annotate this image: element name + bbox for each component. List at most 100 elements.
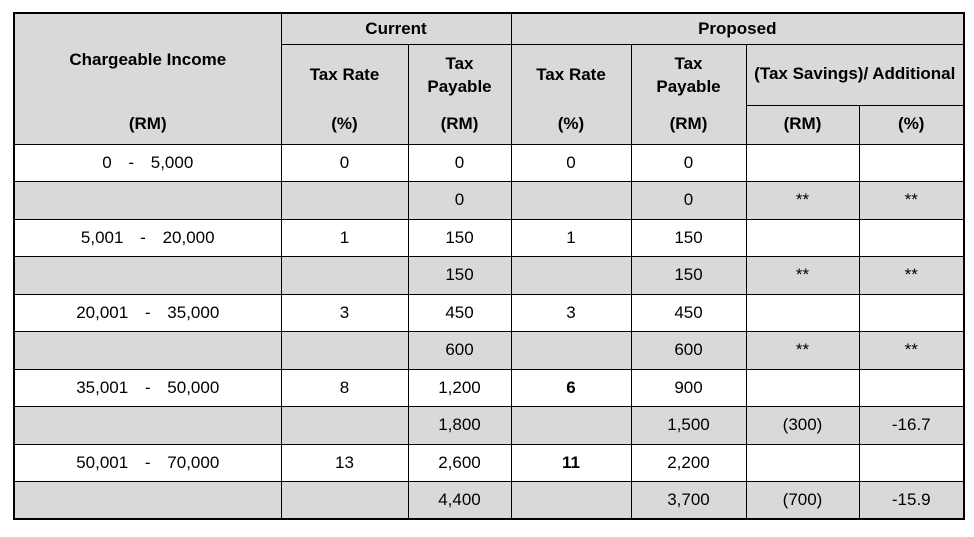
- header-proposed-group: Proposed: [510, 12, 965, 45]
- proposed-tax-payable-cell: 0: [630, 181, 747, 220]
- current-tax-rate-cell: [280, 481, 409, 520]
- current-tax-rate-unit: (%): [331, 113, 358, 133]
- tax-savings-label: (Tax Savings)/ Additional: [754, 64, 956, 84]
- proposed-tax-payable-cell: 150: [630, 218, 747, 257]
- current-tax-payable-cell: 1,200: [407, 368, 512, 407]
- current-tax-rate-cell: [280, 406, 409, 445]
- current-tax-rate-cell: 8: [280, 368, 409, 407]
- income-range-cell: [13, 256, 282, 295]
- savings-rm-cell: (700): [745, 481, 860, 520]
- savings-rm-cell: [745, 368, 860, 407]
- proposed-tax-payable-cell: 3,700: [630, 481, 747, 520]
- current-tax-payable-label: Tax Payable: [427, 54, 492, 96]
- savings-pct-cell: **: [858, 181, 965, 220]
- current-tax-payable-unit: (RM): [440, 113, 479, 133]
- header-savings-rm-unit: (RM): [745, 104, 860, 145]
- savings-rm-cell: [745, 218, 860, 257]
- proposed-tax-rate-cell: [510, 181, 632, 220]
- savings-rm-cell: [745, 443, 860, 482]
- proposed-tax-rate-cell: [510, 481, 632, 520]
- proposed-tax-payable-cell: 900: [630, 368, 747, 407]
- proposed-tax-rate-cell: 0: [510, 143, 632, 182]
- current-tax-payable-cell: 0: [407, 181, 512, 220]
- savings-rm-cell: **: [745, 256, 860, 295]
- income-range-cell: 50,001 - 70,000: [13, 443, 282, 482]
- proposed-tax-payable-unit: (RM): [669, 113, 708, 133]
- savings-pct-cell: [858, 443, 965, 482]
- proposed-tax-rate-cell: [510, 331, 632, 370]
- current-tax-payable-cell: 150: [407, 218, 512, 257]
- income-range-cell: 5,001 - 20,000: [13, 218, 282, 257]
- header-current-tax-payable: Tax Payable (RM): [407, 43, 512, 145]
- current-tax-payable-cell: 450: [407, 293, 512, 332]
- table-row: 600 600 ** **: [13, 331, 965, 370]
- current-tax-rate-cell: [280, 181, 409, 220]
- proposed-tax-payable-cell: 0: [630, 143, 747, 182]
- current-tax-payable-cell: 2,600: [407, 443, 512, 482]
- proposed-tax-rate-cell: 1: [510, 218, 632, 257]
- savings-rm-cell: [745, 143, 860, 182]
- proposed-tax-rate-label: Tax Rate: [536, 65, 606, 85]
- table-row: 35,001 - 50,000 8 1,200 6 900: [13, 368, 965, 407]
- header-tax-savings-group: (Tax Savings)/ Additional: [745, 43, 965, 106]
- savings-pct-cell: -15.9: [858, 481, 965, 520]
- income-range-cell: 35,001 - 50,000: [13, 368, 282, 407]
- income-range-cell: 0 - 5,000: [13, 143, 282, 182]
- header-savings-pct-unit: (%): [858, 104, 965, 145]
- current-tax-payable-cell: 150: [407, 256, 512, 295]
- current-tax-payable-cell: 600: [407, 331, 512, 370]
- income-range-cell: [13, 181, 282, 220]
- income-range-cell: [13, 406, 282, 445]
- header-chargeable-income: Chargeable Income (RM): [13, 12, 282, 145]
- current-tax-rate-cell: [280, 331, 409, 370]
- table-row: 150 150 ** **: [13, 256, 965, 295]
- savings-pct-cell: -16.7: [858, 406, 965, 445]
- current-tax-rate-cell: 13: [280, 443, 409, 482]
- current-tax-rate-cell: 0: [280, 143, 409, 182]
- table-row: 20,001 - 35,000 3 450 3 450: [13, 293, 965, 332]
- proposed-tax-rate-cell: 6: [510, 368, 632, 407]
- savings-pct-cell: **: [858, 331, 965, 370]
- table-row: 1,800 1,500 (300) -16.7: [13, 406, 965, 445]
- header-current-group: Current: [280, 12, 512, 45]
- savings-pct-cell: [858, 143, 965, 182]
- savings-pct-cell: [858, 368, 965, 407]
- proposed-tax-payable-cell: 1,500: [630, 406, 747, 445]
- savings-pct-cell: **: [858, 256, 965, 295]
- table-body: 0 - 5,000 0 0 0 0 0 0 ** ** 5,001 - 20,000 1 150 1 15…: [13, 143, 965, 520]
- proposed-tax-payable-cell: 450: [630, 293, 747, 332]
- proposed-tax-rate-cell: [510, 256, 632, 295]
- proposed-tax-payable-cell: 150: [630, 256, 747, 295]
- proposed-tax-payable-label: Tax Payable: [656, 54, 721, 96]
- proposed-tax-rate-cell: [510, 406, 632, 445]
- table-row: 0 - 5,000 0 0 0 0: [13, 143, 965, 182]
- header-proposed-tax-rate: Tax Rate (%): [510, 43, 632, 145]
- table-row: 5,001 - 20,000 1 150 1 150: [13, 218, 965, 257]
- chargeable-income-unit: (RM): [128, 113, 167, 133]
- income-range-cell: [13, 331, 282, 370]
- current-tax-rate-label: Tax Rate: [309, 65, 380, 85]
- savings-rm-cell: **: [745, 181, 860, 220]
- savings-pct-cell: [858, 218, 965, 257]
- tax-comparison-table: Chargeable Income (RM) Current Proposed …: [13, 12, 966, 520]
- savings-rm-cell: [745, 293, 860, 332]
- savings-rm-cell: (300): [745, 406, 860, 445]
- chargeable-income-title: Chargeable Income: [69, 50, 227, 70]
- table-row: 0 0 ** **: [13, 181, 965, 220]
- income-range-cell: [13, 481, 282, 520]
- proposed-tax-rate-cell: 11: [510, 443, 632, 482]
- proposed-tax-payable-cell: 600: [630, 331, 747, 370]
- current-tax-rate-cell: 3: [280, 293, 409, 332]
- proposed-tax-payable-cell: 2,200: [630, 443, 747, 482]
- savings-rm-cell: **: [745, 331, 860, 370]
- current-tax-payable-cell: 0: [407, 143, 512, 182]
- current-tax-rate-cell: 1: [280, 218, 409, 257]
- header-proposed-tax-payable: Tax Payable (RM): [630, 43, 747, 145]
- tax-comparison-table-wrapper: Chargeable Income (RM) Current Proposed …: [13, 12, 966, 520]
- proposed-tax-rate-cell: 3: [510, 293, 632, 332]
- header-current-tax-rate: Tax Rate (%): [280, 43, 409, 145]
- proposed-tax-rate-unit: (%): [557, 113, 585, 133]
- table-row: 4,400 3,700 (700) -15.9: [13, 481, 965, 520]
- current-tax-payable-cell: 1,800: [407, 406, 512, 445]
- table-row: 50,001 - 70,000 13 2,600 11 2,200: [13, 443, 965, 482]
